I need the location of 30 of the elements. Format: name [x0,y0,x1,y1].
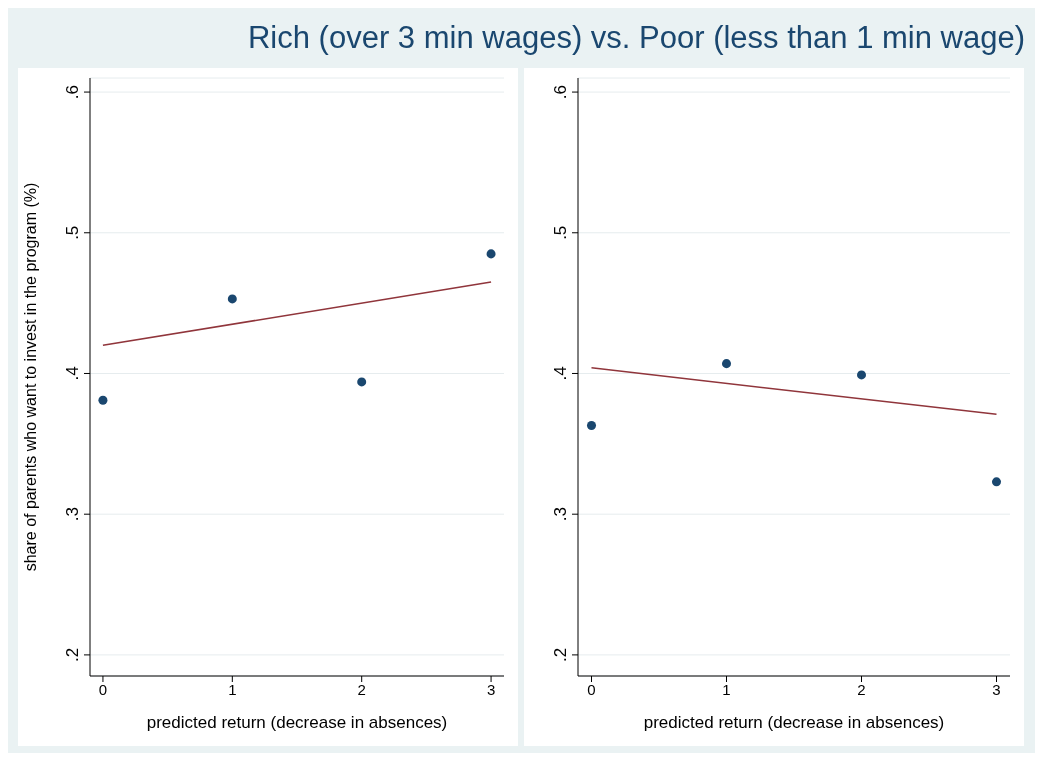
point [227,294,237,304]
y-axis-title: share of parents who want to invest in the program (%) [21,182,39,572]
x-axis-title: predicted return (decrease in absences) [146,713,448,732]
y-tick-label: .2 [551,647,570,662]
point [357,377,367,387]
y-tick-label: .5 [551,225,570,240]
point [721,359,732,369]
y-tick-label: .3 [63,507,82,522]
x-tick-label: 1 [722,680,731,698]
x-tick-label: 2 [857,680,866,698]
x-tick-label: 2 [357,680,366,698]
y-tick-label: .3 [551,507,570,522]
x-tick-label: 3 [486,680,496,698]
point [98,395,108,405]
y-tick-label: .6 [551,84,570,100]
y-tick-label: .4 [63,366,82,381]
point [586,421,597,431]
y-tick-label: .2 [63,647,82,662]
x-tick-label: 0 [587,680,596,698]
point [991,477,1002,487]
x-axis-title: predicted return (decrease in absences) [643,713,945,732]
y-tick-label: .5 [63,225,82,240]
x-tick-label: 3 [992,680,1001,698]
y-tick-label: .6 [63,84,82,100]
text: Rich (over 3 min wages) vs. Poor (less than 1 min wage) [247,19,1026,57]
x-tick-label: 0 [98,680,108,698]
x-tick-label: 1 [228,680,237,698]
y-tick-label: .4 [551,366,570,381]
point [486,249,496,259]
point [856,370,867,380]
